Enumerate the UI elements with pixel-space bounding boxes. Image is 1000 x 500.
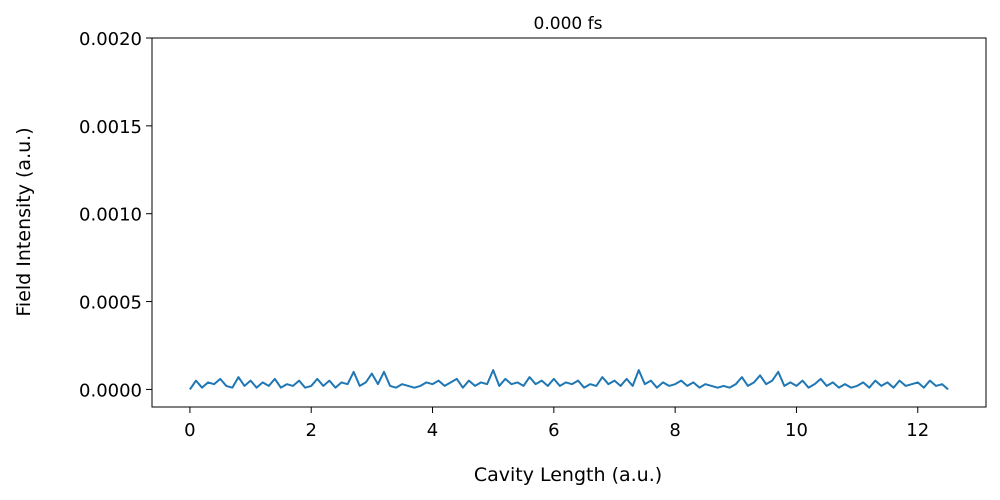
x-tick-label: 2 [305,420,316,441]
x-tick-label: 10 [785,420,808,441]
x-tick-label: 12 [906,420,929,441]
x-tick-label: 0 [184,420,195,441]
x-axis-title: Cavity Length (a.u.) [474,464,662,486]
y-axis-ticks: 0.0000 0.0005 0.0010 0.0015 0.0020 [79,29,152,401]
y-tick-label: 0.0020 [79,29,142,50]
y-tick-label: 0.0010 [79,205,142,226]
x-tick-label: 6 [548,420,559,441]
y-tick-label: 0.0005 [79,293,142,314]
x-tick-label: 8 [669,420,680,441]
x-tick-label: 4 [427,420,438,441]
plot-data [189,369,949,391]
y-tick-label: 0.0000 [79,380,142,401]
chart-title: 0.000 fs [534,14,603,34]
series-line [189,369,949,391]
x-axis-ticks: 0 2 4 6 8 10 12 [184,407,929,441]
y-axis-title: Field Intensity (a.u.) [13,127,35,316]
y-tick-label: 0.0015 [79,117,142,138]
plot-frame [151,37,987,408]
